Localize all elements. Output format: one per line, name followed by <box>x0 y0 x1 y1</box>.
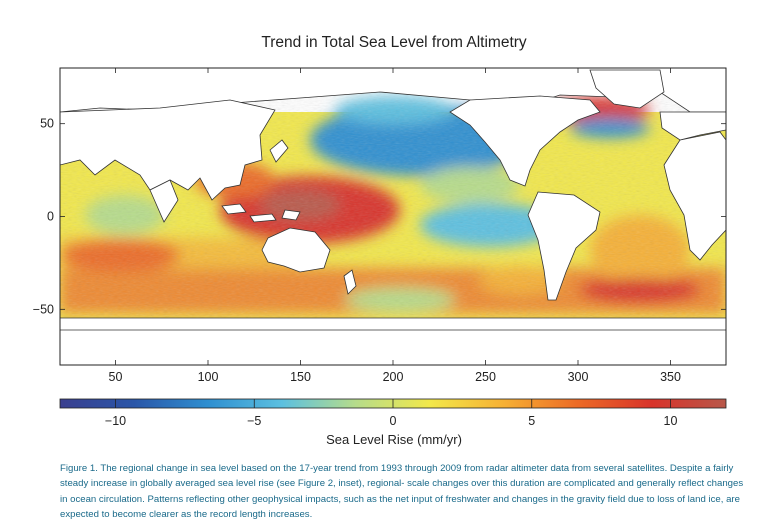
colorbar-tick-label: −5 <box>247 414 261 428</box>
figure-caption: Figure 1. The regional change in sea lev… <box>60 463 744 521</box>
greenland-land <box>589 69 665 109</box>
x-tick-label: 200 <box>383 370 404 384</box>
y-tick-label: 0 <box>47 210 54 224</box>
x-tick-label: 350 <box>660 370 681 384</box>
colorbar-tick-label: 10 <box>664 414 678 428</box>
map-title: Trend in Total Sea Level from Altimetry <box>261 34 527 51</box>
south-america-land <box>527 191 601 301</box>
colorbar-tick-label: −10 <box>105 414 126 428</box>
colorbar-tick-label: 5 <box>528 414 535 428</box>
x-tick-label: 150 <box>290 370 311 384</box>
map-axes: 50 100 150 200 250 300 350 50 0 −50 <box>33 68 726 384</box>
x-tick-label: 300 <box>568 370 589 384</box>
north-america-land <box>449 95 601 187</box>
x-tick-label: 50 <box>109 370 123 384</box>
x-tick-label: 100 <box>198 370 219 384</box>
y-tick-label: −50 <box>33 302 54 316</box>
map-panel <box>60 68 726 365</box>
africa-land <box>663 131 726 261</box>
australia-land <box>261 227 331 273</box>
colorbar-tick-label: 0 <box>390 414 397 428</box>
colorbar-label: Sea Level Rise (mm/yr) <box>326 432 462 447</box>
colorbar-ticks: −10 −5 0 5 10 <box>105 399 678 428</box>
landmasses <box>60 68 726 365</box>
y-tick-label: 50 <box>40 117 54 131</box>
x-tick-label: 250 <box>475 370 496 384</box>
eurasia-land <box>60 99 276 201</box>
